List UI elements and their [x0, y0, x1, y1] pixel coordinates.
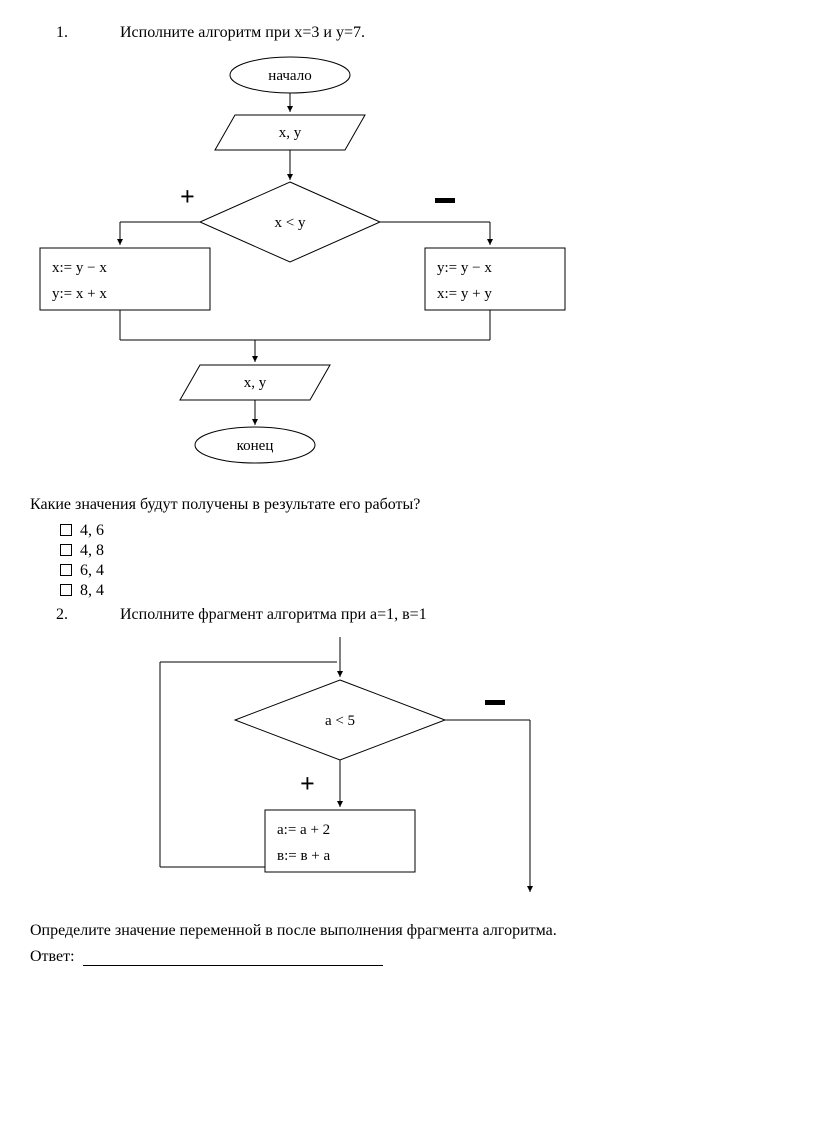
q1-option[interactable]: 8, 4 [60, 582, 786, 600]
q2-prompt: Исполните фрагмент алгоритма при а=1, в=… [120, 606, 427, 623]
minus-icon [485, 700, 505, 705]
node-right1: y:= y − x [437, 260, 492, 276]
plus-icon: + [300, 769, 315, 798]
q1-option[interactable]: 4, 6 [60, 522, 786, 540]
option-label: 4, 6 [80, 522, 104, 539]
plus-icon: + [180, 182, 195, 211]
answer-row: Ответ: [30, 948, 786, 966]
q1-option[interactable]: 6, 4 [60, 562, 786, 580]
q1-number: 1. [30, 24, 116, 42]
node-left1: x:= y − x [52, 260, 107, 276]
node-right2: x:= y + y [437, 286, 492, 302]
q2-number: 2. [30, 606, 116, 624]
node-cond: x < y [275, 215, 306, 231]
node-start: начало [268, 68, 311, 84]
minus-icon [435, 198, 455, 203]
q2-flowchart: a < 5 + a:= a + 2 в:= в + а [30, 632, 670, 912]
q2-body2: в:= в + а [277, 848, 331, 864]
q2-heading: 2. Исполните фрагмент алгоритма при а=1,… [30, 606, 786, 624]
option-label: 4, 8 [80, 542, 104, 559]
node-end: конец [237, 438, 274, 454]
q1-flowchart: начало x, y x < y + x:= y − x y:= x + x … [30, 50, 670, 490]
q1-option[interactable]: 4, 8 [60, 542, 786, 560]
q2-footer: Определите значение переменной в после в… [30, 922, 786, 940]
answer-label: Ответ: [30, 948, 75, 965]
answer-blank[interactable] [83, 949, 383, 966]
q1-heading: 1. Исполните алгоритм при х=3 и у=7. [30, 24, 786, 42]
q1-subquestion: Какие значения будут получены в результа… [30, 496, 786, 514]
node-io2: x, y [244, 375, 267, 391]
node-left2: y:= x + x [52, 286, 107, 302]
q1-prompt: Исполните алгоритм при х=3 и у=7. [120, 24, 365, 41]
q2-cond: a < 5 [325, 713, 355, 729]
node-io1: x, y [279, 125, 302, 141]
q2-body1: a:= a + 2 [277, 822, 330, 838]
option-label: 8, 4 [80, 582, 104, 599]
option-label: 6, 4 [80, 562, 104, 579]
